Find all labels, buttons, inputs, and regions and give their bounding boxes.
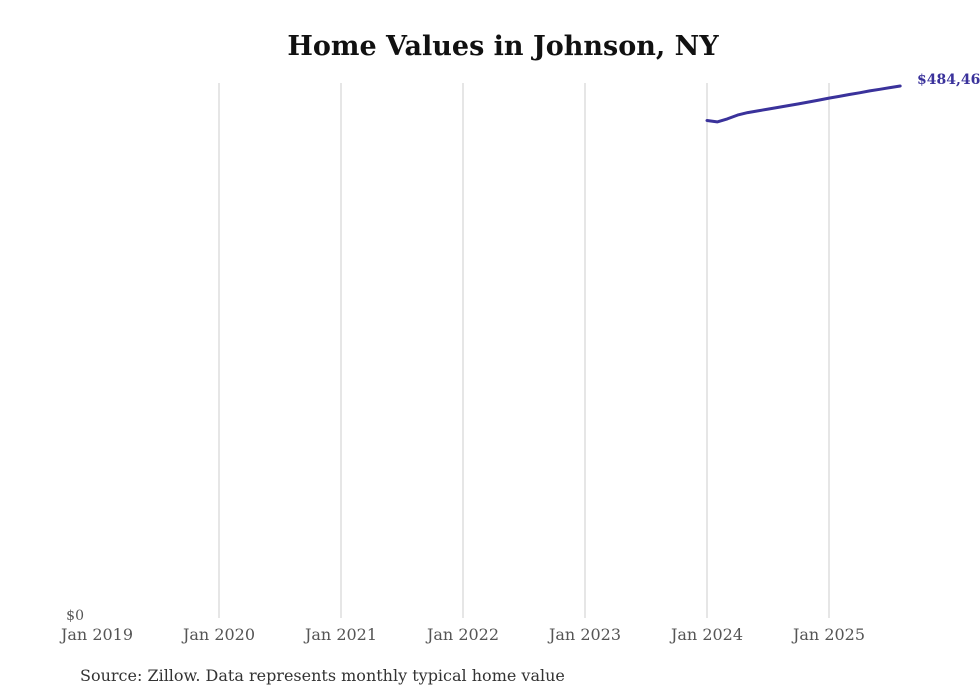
x-tick-label: Jan 2023 <box>547 625 621 644</box>
chart-title: Home Values in Johnson, NY <box>287 31 719 62</box>
x-tick-label: Jan 2024 <box>669 625 743 644</box>
series-group <box>705 84 902 124</box>
series-end-value-label: $484,460 <box>917 72 980 88</box>
x-tick-label: Jan 2022 <box>425 625 499 644</box>
series-line <box>705 84 902 124</box>
x-axis-labels-group: Jan 2019 Jan 2020 Jan 2021 Jan 2022 Jan 2023… <box>59 625 865 644</box>
gridlines-group <box>218 83 830 618</box>
x-tick-label: Jan 2021 <box>303 625 377 644</box>
x-tick-label: Jan 2019 <box>59 625 133 644</box>
y-axis-zero-label: $0 <box>66 608 84 624</box>
source-note: Source: Zillow. Data represents monthly … <box>80 666 565 685</box>
x-tick-label: Jan 2020 <box>181 625 255 644</box>
x-tick-label: Jan 2025 <box>791 625 865 644</box>
